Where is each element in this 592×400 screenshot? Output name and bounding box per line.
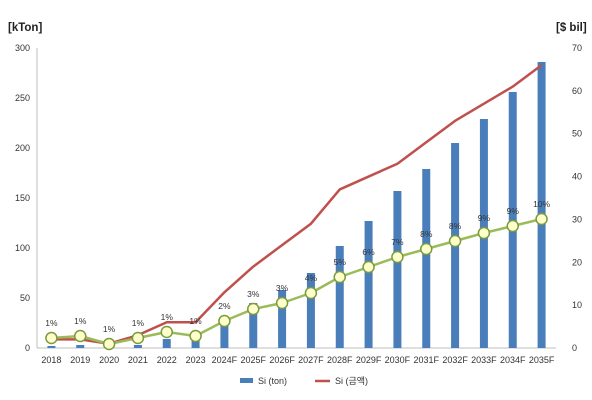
y-tick-left-label: 300	[15, 43, 30, 53]
series-line-amount	[51, 64, 543, 345]
share-data-label: 1%	[161, 312, 174, 322]
x-tick-label: 2033F	[471, 355, 497, 365]
x-tick-label: 2031F	[413, 355, 439, 365]
share-data-label: 10%	[533, 199, 550, 209]
x-tick-label: 2030F	[385, 355, 411, 365]
x-tick-label: 2028F	[327, 355, 353, 365]
share-data-label: 1%	[132, 318, 145, 328]
share-marker	[102, 337, 116, 351]
x-tick-label: 2025F	[240, 355, 266, 365]
y-tick-right-label: 40	[572, 172, 582, 182]
x-tick-label: 2024F	[212, 355, 238, 365]
share-marker	[275, 296, 289, 310]
share-data-label: 4%	[305, 273, 318, 283]
plot-area: 0 50 100 150 200 250 300 0 10 20 30 40 50 60 70 2018 201…	[15, 43, 582, 365]
y-tick-right-label: 20	[572, 257, 582, 267]
share-marker	[477, 226, 491, 240]
y-tick-right-label: 50	[572, 129, 582, 139]
share-marker	[448, 234, 462, 248]
x-tick-label: 2018	[41, 355, 61, 365]
bar	[306, 273, 315, 348]
share-data-label: 1%	[189, 316, 202, 326]
x-tick-label: 2034F	[500, 355, 526, 365]
share-marker	[333, 270, 346, 284]
bar	[335, 246, 344, 348]
share-data-label: 1%	[74, 316, 87, 326]
legend-label-bar: Si (ton)	[258, 376, 287, 386]
share-data-label: 7%	[391, 237, 404, 247]
share-data-label: 8%	[449, 221, 462, 231]
y-tick-left-label: 250	[15, 93, 30, 103]
share-data-label: 1%	[103, 324, 116, 334]
bar	[47, 346, 56, 348]
share-data-label: 2%	[218, 301, 231, 311]
share-line	[51, 217, 542, 346]
y-tick-left-label: 150	[15, 193, 30, 203]
y-axis-left-unit: [kTon]	[8, 22, 42, 34]
x-tick-label: 2027F	[298, 355, 324, 365]
axis-frame	[36, 48, 556, 349]
x-tick-label: 2032F	[442, 355, 468, 365]
x-tick-label: 2021	[128, 355, 148, 365]
share-marker	[74, 329, 87, 343]
bar	[76, 345, 85, 348]
y-tick-right-label: 0	[572, 343, 577, 353]
share-marker	[420, 242, 433, 256]
share-data-label: 5%	[334, 257, 347, 267]
share-data-label: 3%	[247, 289, 260, 299]
bar	[249, 303, 258, 348]
bar	[278, 290, 287, 348]
y-tick-left-label: 100	[15, 243, 30, 253]
share-marker	[45, 331, 58, 345]
bar	[364, 221, 373, 348]
x-tick-label: 2026F	[269, 355, 295, 365]
share-marker	[362, 260, 375, 274]
share-data-label: 3%	[276, 283, 289, 293]
x-tick-label: 2035F	[529, 355, 555, 365]
x-tick-label: 2020	[99, 355, 119, 365]
share-data-label: 8%	[420, 229, 433, 239]
share-marker	[247, 302, 260, 316]
share-marker	[304, 286, 318, 300]
bar	[537, 62, 546, 348]
share-marker	[535, 212, 548, 226]
x-tick-label: 2022	[157, 355, 177, 365]
bar	[191, 339, 200, 348]
share-marker	[160, 325, 173, 339]
share-data-label: 6%	[362, 247, 375, 257]
y-tick-left-label: 200	[15, 143, 30, 153]
y-axis-right-unit: [$ bil]	[556, 22, 587, 34]
share-marker	[506, 219, 519, 233]
bar	[393, 191, 402, 348]
bar	[133, 345, 142, 348]
share-data-label: 1%	[45, 318, 58, 328]
bar	[422, 169, 431, 348]
legend: Si (ton) Si (금액)	[240, 375, 368, 386]
bar	[162, 339, 171, 348]
share-data-label: 9%	[507, 206, 520, 216]
legend-label-line: Si (금액)	[335, 375, 368, 386]
legend-swatch-bar	[240, 378, 253, 383]
share-marker	[131, 331, 145, 345]
share-marker	[189, 329, 202, 343]
share-data-label: 9%	[478, 213, 491, 223]
y-tick-left-label: 50	[20, 293, 30, 303]
bar	[220, 318, 229, 348]
y-tick-left-label: 0	[25, 343, 30, 353]
y-tick-right-label: 10	[572, 300, 582, 310]
x-tick-label: 2023	[186, 355, 206, 365]
y-tick-right-label: 30	[572, 214, 582, 224]
x-tick-label: 2029F	[356, 355, 382, 365]
share-marker	[391, 250, 404, 264]
y-tick-right-label: 60	[572, 86, 582, 96]
share-marker	[218, 314, 231, 328]
y-tick-right-label: 70	[572, 43, 582, 53]
x-tick-label: 2019	[70, 355, 90, 365]
